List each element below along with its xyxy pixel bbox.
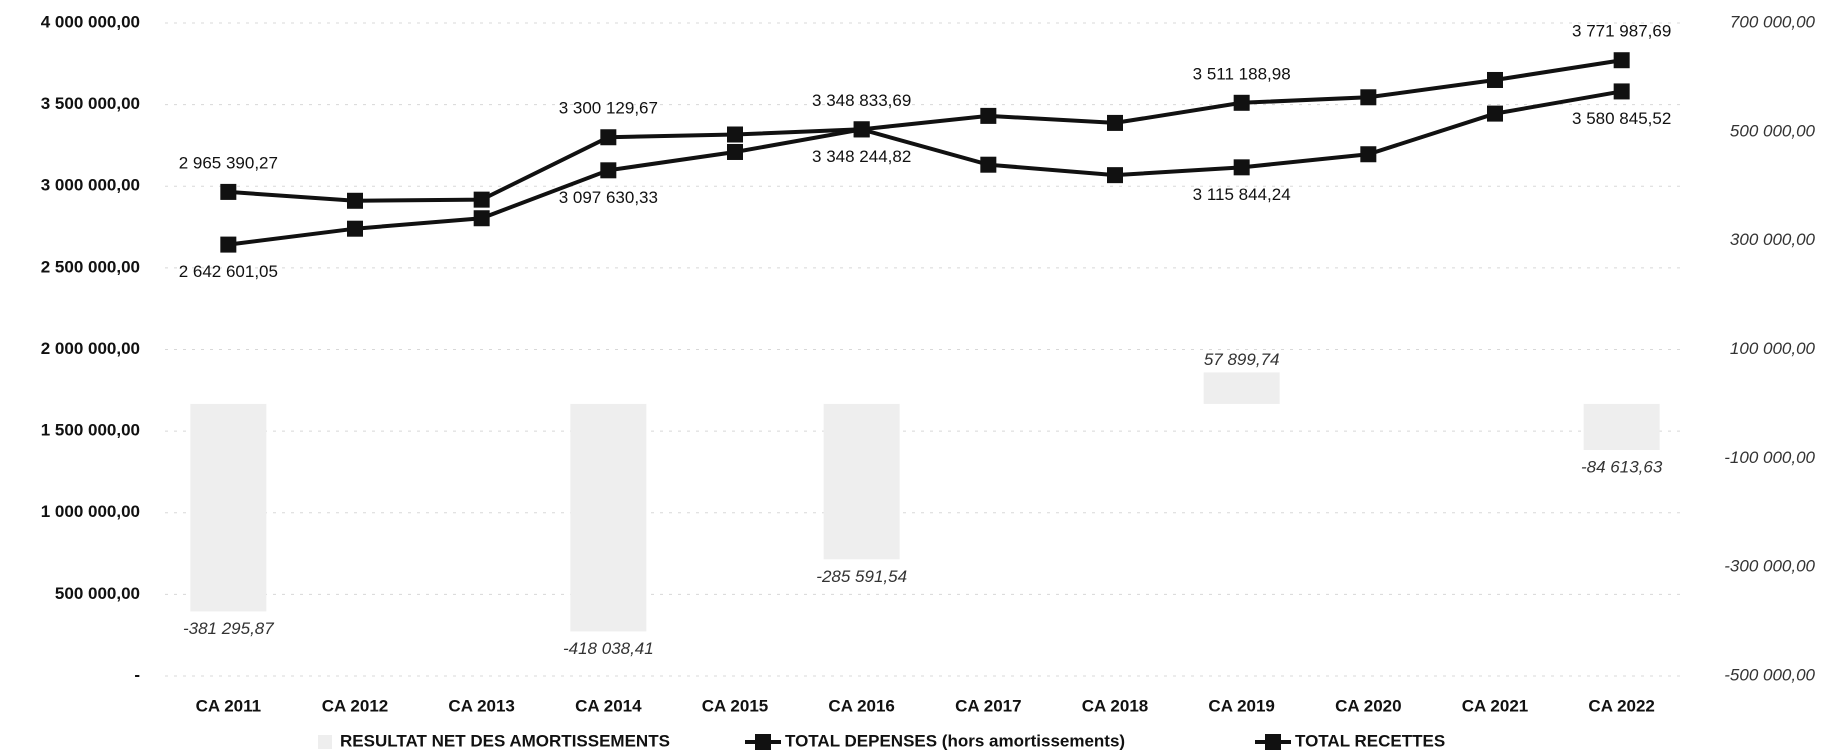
- marker: [853, 121, 870, 138]
- y-tick-label: 3 500 000,00: [41, 94, 140, 113]
- y-tick-label: 1 500 000,00: [41, 421, 140, 440]
- marker: [473, 210, 490, 227]
- y-tick-label: 3 000 000,00: [41, 176, 140, 195]
- legend-swatch: [1265, 734, 1281, 750]
- marker: [1360, 89, 1377, 106]
- bar: [1583, 403, 1660, 450]
- line: [228, 89, 1623, 247]
- x-tick-label: CA 2012: [322, 696, 388, 715]
- x-tick-label: CA 2019: [1208, 696, 1274, 715]
- marker: [220, 236, 237, 253]
- bar: [823, 403, 900, 560]
- legend-swatch: [318, 735, 332, 749]
- y2-tick-label: 100 000,00: [1730, 339, 1816, 358]
- legend-swatch: [755, 734, 771, 750]
- data-label: -285 591,54: [816, 567, 907, 586]
- marker: [347, 220, 363, 237]
- y2-tick-label: -300 000,00: [1724, 557, 1815, 576]
- legend-label: TOTAL RECETTES: [1295, 731, 1445, 750]
- data-label: -381 295,87: [183, 619, 274, 638]
- y2-tick-label: 500 000,00: [1730, 121, 1816, 140]
- marker: [220, 183, 237, 200]
- marker: [347, 192, 363, 209]
- y-tick-label: 2 000 000,00: [41, 339, 140, 358]
- x-tick-label: CA 2016: [828, 696, 894, 715]
- y2-tick-label: 300 000,00: [1730, 230, 1816, 249]
- marker: [1487, 71, 1503, 88]
- marker: [1360, 146, 1377, 163]
- data-label: 3 580 845,52: [1572, 109, 1671, 128]
- bar: [190, 403, 267, 612]
- data-label: 3 097 630,33: [559, 188, 658, 207]
- x-tick-label: CA 2014: [575, 696, 642, 715]
- x-tick-label: CA 2021: [1462, 696, 1528, 715]
- data-label: 57 899,74: [1204, 350, 1280, 369]
- marker: [1107, 114, 1123, 131]
- marker: [1613, 83, 1630, 100]
- marker: [473, 191, 490, 208]
- x-tick-label: CA 2018: [1082, 696, 1148, 715]
- x-tick-label: CA 2017: [955, 696, 1021, 715]
- x-tick-label: CA 2022: [1588, 696, 1654, 715]
- data-label: 3 771 987,69: [1572, 22, 1671, 41]
- bar: [1203, 372, 1280, 404]
- data-label: 3 115 844,24: [1193, 185, 1291, 204]
- marker: [1107, 167, 1123, 184]
- x-tick-label: CA 2013: [448, 696, 514, 715]
- marker: [1613, 52, 1630, 69]
- marker: [1233, 94, 1250, 111]
- x-tick-label: CA 2011: [196, 696, 262, 715]
- marker: [1233, 159, 1250, 176]
- line: [228, 58, 1622, 203]
- y2-tick-label: 700 000,00: [1730, 12, 1816, 31]
- y-tick-label: 500 000,00: [55, 584, 140, 603]
- y2-tick-label: -500 000,00: [1724, 665, 1815, 684]
- data-label: 3 348 244,82: [812, 147, 911, 166]
- y-tick-label: 1 000 000,00: [41, 502, 140, 521]
- marker: [980, 107, 997, 124]
- bar: [570, 403, 647, 632]
- data-label: 2 965 390,27: [179, 153, 278, 172]
- data-label: 3 300 129,67: [559, 99, 658, 118]
- marker: [727, 126, 743, 143]
- marker: [980, 156, 997, 173]
- y-tick-label: -: [134, 665, 140, 684]
- marker: [727, 143, 743, 160]
- x-tick-label: CA 2020: [1335, 696, 1401, 715]
- y-tick-label: 4 000 000,00: [41, 12, 140, 31]
- x-tick-label: CA 2015: [702, 696, 768, 715]
- y2-tick-label: -100 000,00: [1724, 448, 1815, 467]
- legend-label: RESULTAT NET DES AMORTISSEMENTS: [340, 731, 670, 750]
- legend-label: TOTAL DEPENSES (hors amortissements): [785, 731, 1125, 750]
- y-tick-label: 2 500 000,00: [41, 257, 140, 276]
- data-label: -84 613,63: [1581, 457, 1663, 476]
- data-label: -418 038,41: [563, 639, 654, 658]
- data-label: 2 642 601,05: [179, 262, 278, 281]
- marker: [1487, 105, 1503, 122]
- data-label: 3 511 188,98: [1193, 64, 1291, 83]
- marker: [600, 162, 617, 179]
- data-label: 3 348 833,69: [812, 91, 911, 110]
- marker: [600, 129, 617, 146]
